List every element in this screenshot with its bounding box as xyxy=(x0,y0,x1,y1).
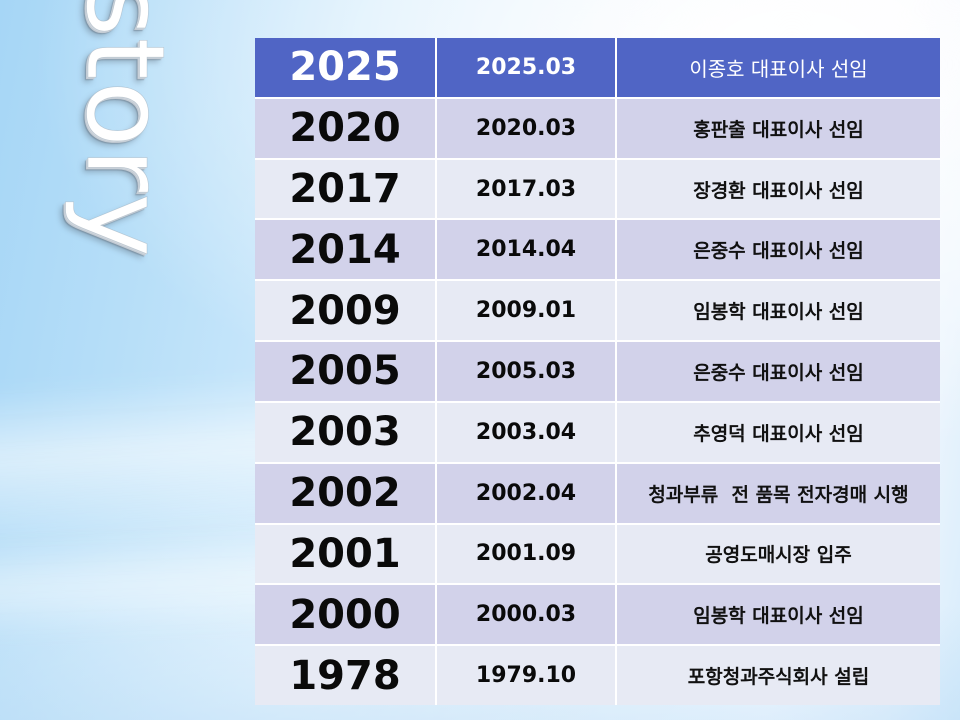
cell-year: 2005 xyxy=(255,342,437,401)
cell-year: 2003 xyxy=(255,402,437,462)
cell-year: 2009 xyxy=(255,281,437,341)
cell-year: 2025 xyxy=(255,38,437,97)
cell-description: 홍판출 대표이사 선임 xyxy=(693,118,864,141)
cell-year: 2002 xyxy=(255,463,437,523)
cell-date: 1979.10 xyxy=(437,646,617,705)
cell-date: 2003.04 xyxy=(437,402,617,462)
table-row: 2000 2000.03 임봉학 대표이사 선임 xyxy=(255,585,940,647)
page-title-rotator: History xyxy=(62,0,188,259)
page-title: History xyxy=(0,0,250,500)
cell-year: 2001 xyxy=(255,524,437,584)
cell-description: 임봉학 대표이사 선임 xyxy=(693,605,864,628)
table-row: 2002 2002.04 청과부류 전 품목 전자경매 시행 xyxy=(255,463,940,525)
cell-year: 2020 xyxy=(255,98,437,158)
table-row: 2005 2005.03 은중수 대표이사 선임 xyxy=(255,342,940,403)
cell-date: 2005.03 xyxy=(437,342,617,401)
table-row: 2014 2014.04 은중수 대표이사 선임 xyxy=(255,220,940,282)
cell-date: 2009.01 xyxy=(437,281,617,341)
cell-description: 이종호 대표이사 선임 xyxy=(689,56,868,81)
cell-description: 임봉학 대표이사 선임 xyxy=(693,301,864,324)
table-row: 1978 1979.10 포항청과주식회사 설립 xyxy=(255,646,940,705)
cell-description: 은중수 대표이사 선임 xyxy=(693,361,864,384)
cell-date: 2014.04 xyxy=(437,220,617,280)
table-row: 2017 2017.03 장경환 대표이사 선임 xyxy=(255,159,940,221)
cell-description: 공영도매시장 입주 xyxy=(705,544,852,567)
cell-year: 2014 xyxy=(255,220,437,280)
cell-description: 추영덕 대표이사 선임 xyxy=(693,422,864,445)
cell-year: 1978 xyxy=(255,646,437,705)
table-row: 2001 2001.09 공영도매시장 입주 xyxy=(255,524,940,586)
cell-date: 2001.09 xyxy=(437,524,617,584)
table-row: 2025 2025.03 이종호 대표이사 선임 xyxy=(255,38,940,99)
history-table: 2025 2025.03 이종호 대표이사 선임 2020 2020.03 홍판… xyxy=(255,38,940,705)
cell-date: 2017.03 xyxy=(437,159,617,219)
cell-date: 2002.04 xyxy=(437,463,617,523)
cell-date: 2020.03 xyxy=(437,98,617,158)
cell-year: 2000 xyxy=(255,585,437,645)
cell-description: 은중수 대표이사 선임 xyxy=(693,240,864,263)
cell-date: 2025.03 xyxy=(437,38,617,97)
cell-description: 포항청과주식회사 설립 xyxy=(687,666,870,689)
table-row: 2020 2020.03 홍판출 대표이사 선임 xyxy=(255,98,940,160)
page-title-text: History xyxy=(62,0,188,259)
table-row: 2009 2009.01 임봉학 대표이사 선임 xyxy=(255,281,940,343)
cell-year: 2017 xyxy=(255,159,437,219)
cell-date: 2000.03 xyxy=(437,585,617,645)
cell-description: 청과부류 전 품목 전자경매 시행 xyxy=(648,483,909,506)
cell-description: 장경환 대표이사 선임 xyxy=(693,179,864,202)
table-row: 2003 2003.04 추영덕 대표이사 선임 xyxy=(255,402,940,464)
